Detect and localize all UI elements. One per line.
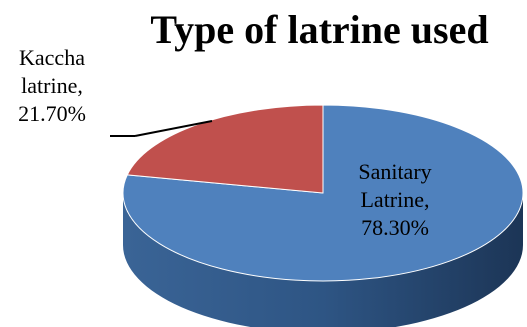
data-label-kaccha-line2: latrine, — [21, 73, 83, 98]
data-label-sanitary-line1: Sanitary — [358, 159, 432, 184]
data-label-kaccha: Kaccha latrine, 21.70% — [0, 44, 104, 128]
pie-side-wall — [123, 193, 523, 327]
data-label-kaccha-line1: Kaccha — [19, 45, 85, 70]
kaccha-leader-line-diagonal — [134, 120, 213, 137]
chart-title: Type of latrine used — [150, 7, 489, 52]
pie-slices — [122, 104, 524, 282]
data-label-kaccha-line3: 21.70% — [18, 101, 86, 126]
pie-3d-side — [123, 193, 523, 327]
data-label-sanitary-line3: 78.30% — [361, 215, 429, 240]
data-label-sanitary-line2: Latrine, — [360, 187, 430, 212]
data-label-sanitary: Sanitary Latrine, 78.30% — [330, 158, 460, 242]
